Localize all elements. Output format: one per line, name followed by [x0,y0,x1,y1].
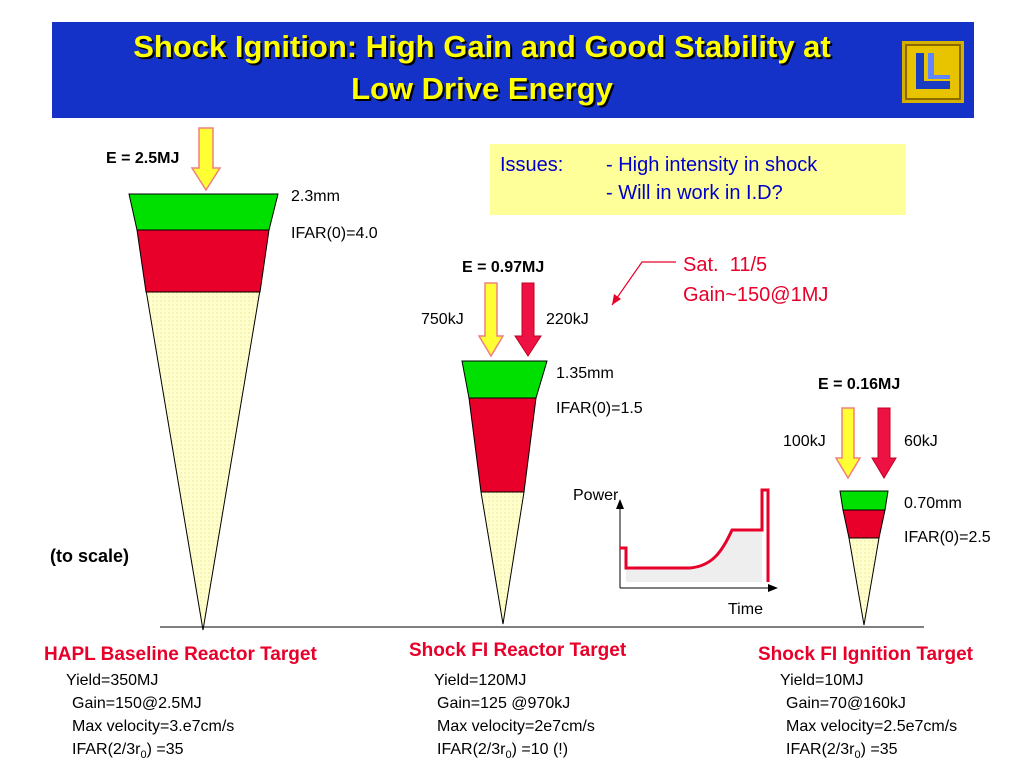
power-time-plot [616,488,778,592]
target3-velocity: Max velocity=2.5e7cm/s [786,718,958,735]
laser-arrow-yellow-icon [477,282,505,358]
fuel-region [848,537,880,626]
annotation-gain: Gain~150@1MJ [683,284,829,306]
target2-thickness: 1.35mm [556,365,614,382]
ablator-green-layer [839,490,889,511]
ablator-green-layer [461,360,548,399]
time-axis-label: Time [728,601,763,618]
laser-arrow-red-icon [514,282,542,357]
laser-arrow-red-icon [871,407,897,479]
llnl-logo-icon [902,41,964,103]
annotation-pointer [611,261,676,306]
target2-velocity: Max velocity=2e7cm/s [437,718,595,735]
fuel-region [145,289,261,631]
target1-gain: Gain=150@2.5MJ [72,695,202,712]
power-axis-label: Power [573,487,619,504]
fuel-region [480,491,525,625]
annotation-date: Sat. 11/5 [683,254,768,276]
laser-arrow-yellow-icon [190,127,222,192]
power-pulse-curve [620,488,770,582]
issue-item-2: - Will in work in I.D? [606,182,783,204]
target2-beam2: 220kJ [546,311,589,328]
target1-title: HAPL Baseline Reactor Target [44,644,317,665]
target3-beam2: 60kJ [904,433,938,450]
scale-note: (to scale) [50,546,130,566]
ablator-red-layer [468,397,537,493]
hapl-target-cone [128,193,279,631]
target2-energy: E = 0.97MJ [462,259,545,276]
target2-gain: Gain=125 @970kJ [437,695,571,712]
target1-ifar-final: IFAR(2/3r0) =35 [72,741,184,762]
shock-fi-ignition-target-cone [839,490,889,626]
target3-yield: Yield=10MJ [780,672,864,689]
target1-yield: Yield=350MJ [66,672,159,689]
issue-item-1: - High intensity in shock [606,154,818,176]
ablator-green-layer [128,193,279,231]
annotation-arrowhead-icon [612,294,621,305]
target3-ifar-final: IFAR(2/3r0) =35 [786,741,898,762]
power-axis-arrow-icon [616,499,624,509]
target3-thickness: 0.70mm [904,495,962,512]
target3-gain: Gain=70@160kJ [786,695,906,712]
laser-arrow-yellow-icon [834,407,862,480]
target3-ifar: IFAR(0)=2.5 [904,529,991,546]
title-banner [52,22,974,118]
time-axis-arrow-icon [768,584,778,592]
target1-ifar: IFAR(0)=4.0 [291,225,378,242]
ablator-red-layer [842,509,886,539]
target2-title: Shock FI Reactor Target [409,640,627,661]
target2-ifar-final: IFAR(2/3r0) =10 (!) [437,741,569,762]
target3-title: Shock FI Ignition Target [758,644,973,665]
target1-thickness: 2.3mm [291,188,340,205]
target3-beam1: 100kJ [783,433,826,450]
target1-energy: E = 2.5MJ [106,150,180,167]
shock-fi-reactor-target-cone [461,360,548,625]
target3-energy: E = 0.16MJ [818,376,901,393]
target2-beam1: 750kJ [421,311,464,328]
pulse-area [626,530,762,582]
target2-yield: Yield=120MJ [434,672,527,689]
ablator-red-layer [136,229,270,293]
issues-label: Issues: [500,154,564,176]
target1-velocity: Max velocity=3.e7cm/s [72,718,235,735]
page-title: Shock Ignition: High Gain and Good Stabi… [133,29,831,106]
target2-ifar: IFAR(0)=1.5 [556,400,643,417]
issues-box [490,144,906,215]
